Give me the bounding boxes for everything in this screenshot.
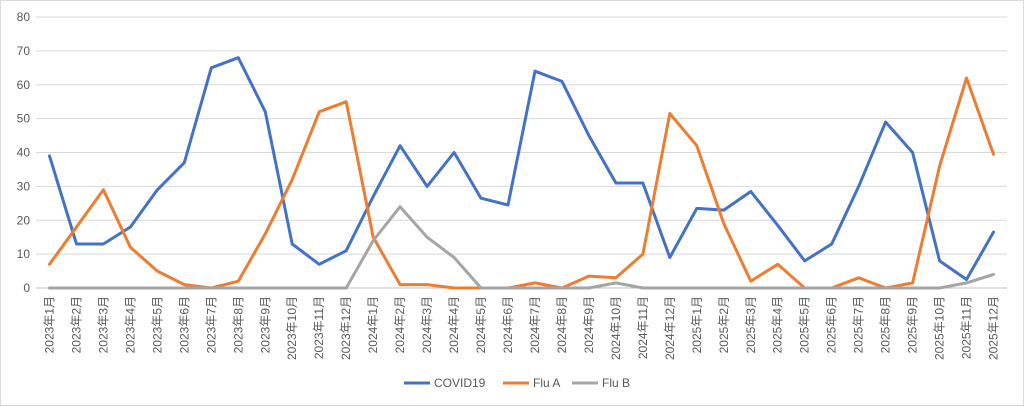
x-tick-label: 2024年12月 bbox=[663, 296, 677, 360]
x-tick-label: 2023年6月 bbox=[177, 296, 191, 353]
x-axis-ticks: 2023年1月 2023年2月 2023年3月 2023年4月 2023年5月 2023年… bbox=[42, 296, 1000, 360]
legend-label: Flu B bbox=[602, 376, 630, 390]
x-tick-label: 2024年9月 bbox=[582, 296, 596, 353]
x-tick-label: 2025年4月 bbox=[771, 296, 785, 353]
x-tick-label: 2025年5月 bbox=[798, 296, 812, 353]
y-tick-label: 80 bbox=[17, 10, 31, 24]
x-tick-label: 2025年10月 bbox=[933, 296, 947, 360]
series-line-flu-a bbox=[48, 76, 995, 290]
x-tick-label: 2025年3月 bbox=[744, 296, 758, 353]
y-tick-label: 30 bbox=[17, 179, 31, 193]
legend-label: Flu A bbox=[533, 376, 560, 390]
x-tick-label: 2023年12月 bbox=[339, 296, 353, 360]
x-tick-label: 2024年1月 bbox=[366, 296, 380, 353]
x-tick-label: 2024年7月 bbox=[528, 296, 542, 353]
x-tick-label: 2023年7月 bbox=[204, 296, 218, 353]
x-tick-label: 2024年10月 bbox=[609, 296, 623, 360]
x-tick-label: 2023年5月 bbox=[150, 296, 164, 353]
x-tick-label: 2025年7月 bbox=[852, 296, 866, 353]
x-tick-label: 2023年4月 bbox=[123, 296, 137, 353]
y-tick-label: 20 bbox=[17, 213, 31, 227]
x-tick-label: 2025年2月 bbox=[717, 296, 731, 353]
y-tick-label: 50 bbox=[17, 112, 31, 126]
x-tick-label: 2024年6月 bbox=[501, 296, 515, 353]
x-tick-label: 2025年8月 bbox=[879, 296, 893, 353]
x-tick-label: 2023年2月 bbox=[69, 296, 83, 353]
legend: COVID19 Flu A Flu B bbox=[404, 376, 630, 390]
y-tick-label: 40 bbox=[17, 146, 31, 160]
x-tick-label: 2024年11月 bbox=[636, 296, 650, 359]
legend-label: COVID19 bbox=[434, 376, 486, 390]
x-tick-label: 2025年1月 bbox=[690, 296, 704, 353]
gridlines bbox=[36, 16, 1007, 289]
series-lines bbox=[48, 56, 995, 290]
x-tick-label: 2024年4月 bbox=[447, 296, 461, 353]
x-tick-label: 2025年9月 bbox=[906, 296, 920, 353]
x-tick-label: 2023年9月 bbox=[258, 296, 272, 353]
x-tick-label: 2023年3月 bbox=[96, 296, 110, 353]
x-tick-label: 2024年5月 bbox=[474, 296, 488, 353]
x-tick-label: 2023年8月 bbox=[231, 296, 245, 353]
y-tick-label: 60 bbox=[17, 78, 31, 92]
y-tick-label: 0 bbox=[23, 281, 30, 295]
series-line-covid19 bbox=[48, 56, 995, 281]
x-tick-label: 2024年3月 bbox=[420, 296, 434, 353]
y-tick-label: 10 bbox=[17, 247, 31, 261]
x-tick-label: 2025年12月 bbox=[987, 296, 1001, 360]
x-tick-label: 2024年8月 bbox=[555, 296, 569, 353]
x-tick-label: 2023年11月 bbox=[312, 296, 326, 359]
y-tick-label: 70 bbox=[17, 44, 31, 58]
y-axis-ticks: 0 10 20 30 40 50 60 70 80 bbox=[17, 10, 31, 295]
x-tick-label: 2023年10月 bbox=[285, 296, 299, 360]
x-tick-label: 2024年2月 bbox=[393, 296, 407, 353]
x-tick-label: 2023年1月 bbox=[42, 296, 56, 353]
x-tick-label: 2025年6月 bbox=[825, 296, 839, 353]
x-tick-label: 2025年11月 bbox=[960, 296, 974, 359]
series-line-flu-b bbox=[48, 205, 995, 290]
